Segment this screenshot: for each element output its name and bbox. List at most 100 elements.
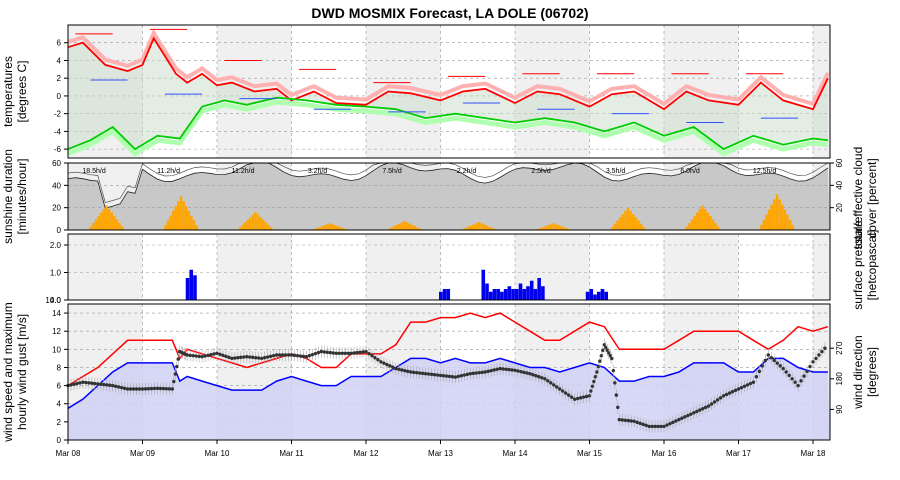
wind-dir-point <box>340 351 344 355</box>
sunshine-bar <box>631 214 635 230</box>
wind-dir-point <box>164 387 169 391</box>
wind-dir-point <box>260 356 264 361</box>
wind-dir-point <box>760 364 765 368</box>
wind-dir-point <box>379 360 383 364</box>
wind-dir-point <box>236 356 240 360</box>
wind-dir-point <box>453 375 458 379</box>
sunshine-bar <box>685 226 689 230</box>
wind-dir-point <box>149 386 154 391</box>
precip-bar <box>596 291 601 300</box>
wind-dir-point <box>748 381 753 386</box>
wind-dir-point <box>781 366 785 371</box>
wind-dir-point <box>444 374 449 378</box>
wind-dir-point <box>602 343 607 347</box>
wind-dir-point <box>613 381 617 385</box>
wind-dir-point <box>751 380 756 384</box>
wind-dir-point <box>280 353 285 357</box>
cloud-cover-area <box>68 163 830 230</box>
wind-dir-point <box>674 419 678 423</box>
wind-dir-point <box>113 384 118 388</box>
wind-dir-point <box>251 355 255 360</box>
wind-dir-point <box>495 367 499 371</box>
sunshine-bar <box>400 222 404 230</box>
precip-bar <box>518 283 523 300</box>
day-stripe <box>813 234 830 300</box>
y-tick-label-right: 90 <box>835 404 844 413</box>
wind-dir-point <box>286 353 291 357</box>
wind-dir-point <box>426 372 431 376</box>
precip-bar <box>446 289 451 300</box>
wind-dir-point <box>388 364 392 368</box>
wind-dir-point <box>558 387 562 391</box>
wind-dir-point <box>563 391 568 395</box>
sunshine-bar <box>780 204 784 230</box>
wind-dir-point <box>328 350 332 355</box>
precip-bar <box>507 286 512 300</box>
sunshine-bar <box>703 208 707 230</box>
sunshine-bar <box>318 227 321 230</box>
wind-dir-point <box>704 405 708 410</box>
precip-bar <box>533 289 538 300</box>
sunshine-bar <box>254 212 257 230</box>
sunshine-bar <box>249 217 252 230</box>
wind-dir-point <box>817 353 821 357</box>
wind-dir-point <box>206 353 210 358</box>
precip-bar <box>500 291 504 300</box>
sunshine-bar <box>251 214 255 230</box>
sunshine-bar <box>783 209 787 230</box>
sunshine-bar <box>259 217 262 230</box>
wind-dir-point <box>435 373 440 377</box>
sunshine-bar <box>164 225 167 230</box>
y-axis-label-sun: sunshine duration <box>1 149 15 244</box>
sunshine-bar <box>269 227 273 230</box>
wind-dir-point <box>528 372 532 376</box>
wind-dir-point <box>689 412 693 416</box>
wind-dir-point <box>504 367 508 371</box>
sunshine-bar <box>246 219 249 230</box>
wind-dir-point <box>254 356 258 360</box>
wind-dir-point <box>194 354 198 358</box>
wind-dir-point <box>784 370 788 374</box>
y-tick-label: -2 <box>54 110 62 119</box>
precip-bar <box>439 291 443 300</box>
x-tick-label: Mar 09 <box>130 449 155 458</box>
sunshine-bar <box>698 208 702 230</box>
sunshine-bar <box>315 228 319 230</box>
wind-dir-point <box>733 388 738 393</box>
sunshine-bar <box>469 225 473 230</box>
sunshine-bar <box>192 220 196 230</box>
wind-dir-point <box>116 385 121 389</box>
wind-dir-point <box>665 423 669 427</box>
wind-dir-point <box>555 385 559 389</box>
day-stripe <box>68 234 143 300</box>
wind-dir-point <box>325 350 329 354</box>
wind-dir-point <box>471 371 475 376</box>
wind-dir-point <box>680 416 684 420</box>
wind-dir-point <box>370 353 374 358</box>
wind-dir-point <box>72 382 76 386</box>
sunshine-bar <box>549 224 553 230</box>
wind-dir-point <box>403 368 407 373</box>
wind-dir-point <box>525 371 529 375</box>
wind-dir-point <box>376 358 380 362</box>
wind-dir-point <box>450 375 455 379</box>
wind-dir-point <box>721 394 726 398</box>
y-axis-label-cloud: total/effective cloud <box>851 147 865 250</box>
sunshine-bar <box>328 223 332 230</box>
sunshine-bar <box>339 227 342 230</box>
wind-dir-point <box>501 367 505 371</box>
top-tick-label: 14.0 <box>45 296 61 305</box>
sunshine-bar <box>110 212 113 230</box>
wind-dir-point <box>400 368 404 372</box>
precip-bar <box>185 278 190 300</box>
wind-dir-point <box>191 353 195 358</box>
wind-dir-point <box>592 379 596 384</box>
wind-dir-point <box>313 351 318 356</box>
wind-dir-point <box>122 386 127 391</box>
wind-dir-point <box>221 353 225 358</box>
precip-bar <box>604 291 608 300</box>
sunshine-bar <box>482 224 486 230</box>
sunshine-bar <box>714 222 717 230</box>
y-tick-label: 20 <box>52 204 61 213</box>
